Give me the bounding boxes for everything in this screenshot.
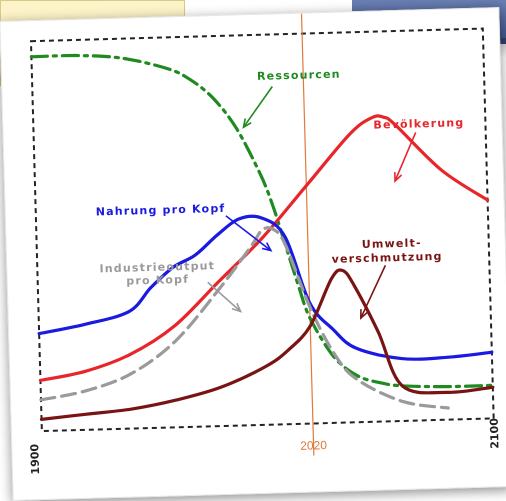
x-tick-start: 1900 — [28, 443, 42, 474]
chart-card: 1900 2100 2020 Ressourcen Bevölkerung Na… — [0, 7, 506, 501]
svg-text:Ressourcen: Ressourcen — [257, 68, 341, 83]
series-line-ressourcen — [29, 53, 495, 389]
svg-text:Bevölkerung: Bevölkerung — [373, 116, 464, 132]
series-label-ressourcen: Ressourcen — [257, 68, 341, 83]
plot-frame — [29, 27, 495, 433]
series-label-nahrung-pro-kopf: Nahrung pro Kopf — [96, 202, 226, 219]
svg-text:Nahrung pro Kopf: Nahrung pro Kopf — [96, 202, 226, 219]
label-arrow-nahrung-pro-kopf — [225, 215, 273, 252]
series-layer — [29, 53, 495, 421]
label-arrows — [207, 86, 417, 320]
series-label-industrieoutput-pro-kopf: Industrieoutput pro Kopf — [99, 259, 215, 288]
label-arrow-umweltverschmutzung — [360, 265, 387, 320]
svg-text:verschmutzung: verschmutzung — [331, 250, 442, 266]
limits-to-growth-chart: 1900 2100 2020 Ressourcen Bevölkerung Na… — [28, 13, 502, 475]
series-line-industrieoutput-pro-kopf — [39, 226, 450, 410]
svg-text:Industrieoutput: Industrieoutput — [99, 259, 215, 275]
year-2020-label: 2020 — [300, 438, 327, 453]
series-label-umweltverschmutzung: Umwelt- verschmutzung — [331, 236, 442, 266]
series-line-umweltverschmutzung — [39, 268, 495, 421]
year-2020-marker — [300, 13, 315, 456]
svg-text:pro Kopf: pro Kopf — [126, 273, 189, 288]
svg-text:Umwelt-: Umwelt- — [362, 236, 422, 251]
series-label-bevoelkerung: Bevölkerung — [373, 116, 464, 132]
series-line-bevoelkerung — [38, 114, 490, 382]
x-tick-end: 2100 — [488, 418, 502, 449]
series-line-nahrung-pro-kopf — [37, 214, 494, 361]
label-arrow-ressourcen — [242, 86, 273, 129]
label-arrow-bevoelkerung — [394, 132, 417, 183]
label-arrow-industrieoutput-pro-kopf — [207, 281, 243, 313]
